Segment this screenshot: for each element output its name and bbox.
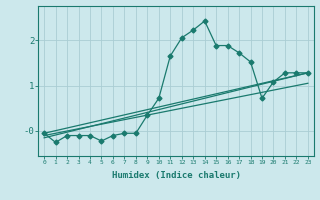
X-axis label: Humidex (Indice chaleur): Humidex (Indice chaleur) xyxy=(111,171,241,180)
